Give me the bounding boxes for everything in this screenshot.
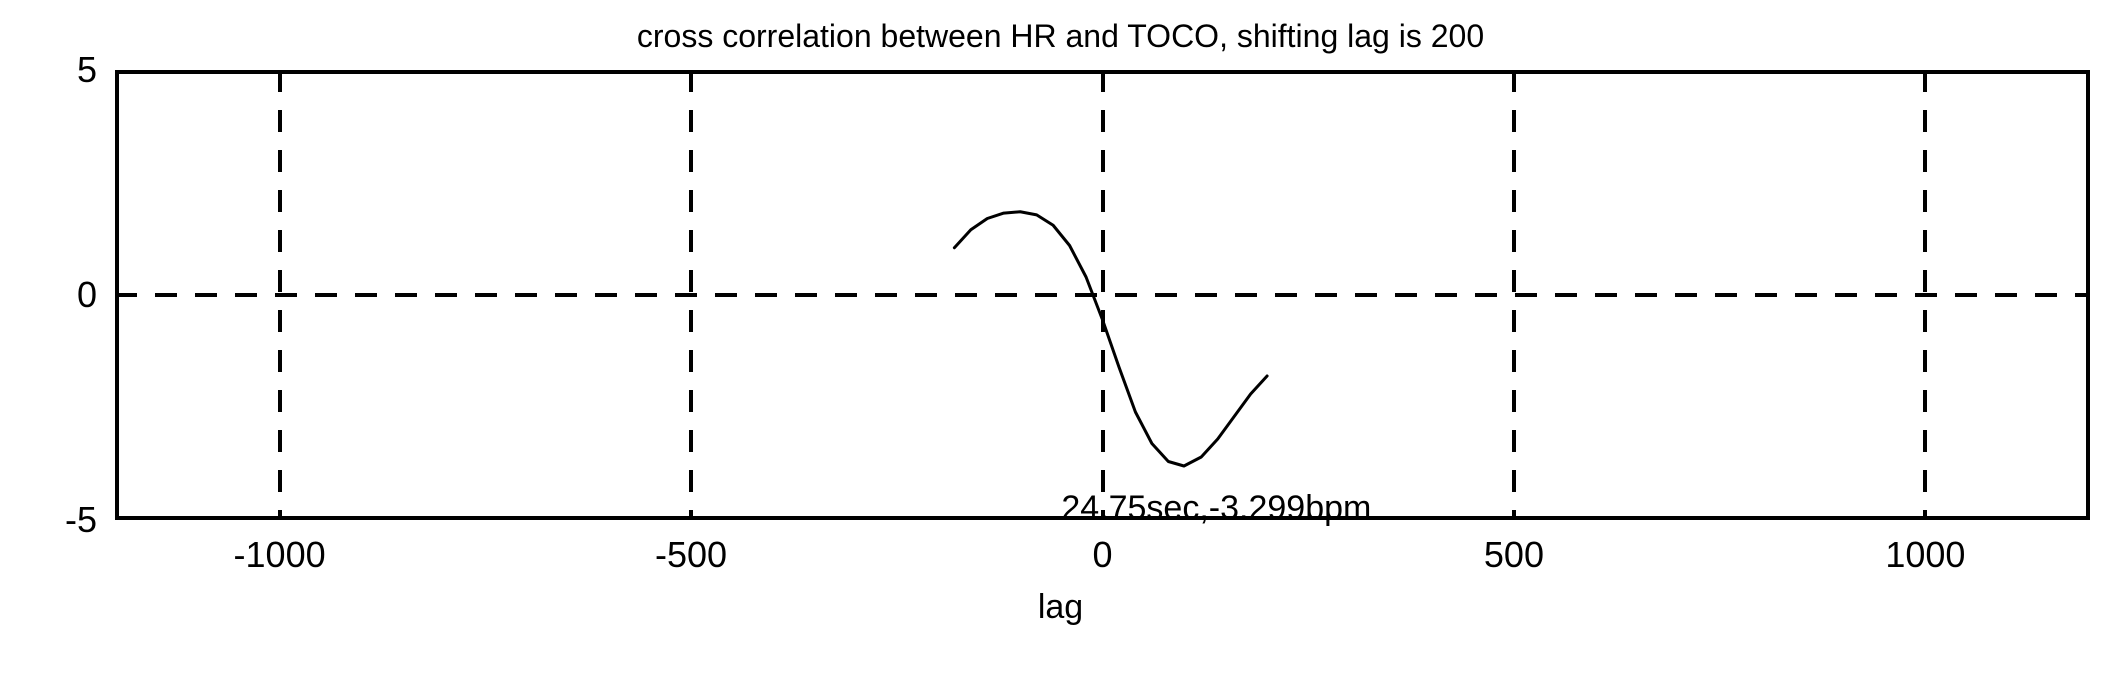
xtick-label: 500 xyxy=(1484,534,1544,576)
series-svg xyxy=(115,70,2090,520)
xtick-label: 0 xyxy=(1092,534,1112,576)
ytick-label: 5 xyxy=(77,49,97,91)
series-line xyxy=(954,212,1267,466)
plot-area: 24.75sec,-3.299bpm xyxy=(115,70,2090,520)
xtick-label: -1000 xyxy=(234,534,326,576)
xtick-label: -500 xyxy=(655,534,727,576)
ytick-label: -5 xyxy=(65,499,97,541)
ytick-label: 0 xyxy=(77,274,97,316)
chart-title: cross correlation between HR and TOCO, s… xyxy=(0,18,2121,55)
xtick-label: 1000 xyxy=(1885,534,1965,576)
annotation-label: 24.75sec,-3.299bpm xyxy=(1061,489,1371,528)
x-axis-label: lag xyxy=(0,588,2121,627)
chart-container: cross correlation between HR and TOCO, s… xyxy=(0,0,2121,699)
